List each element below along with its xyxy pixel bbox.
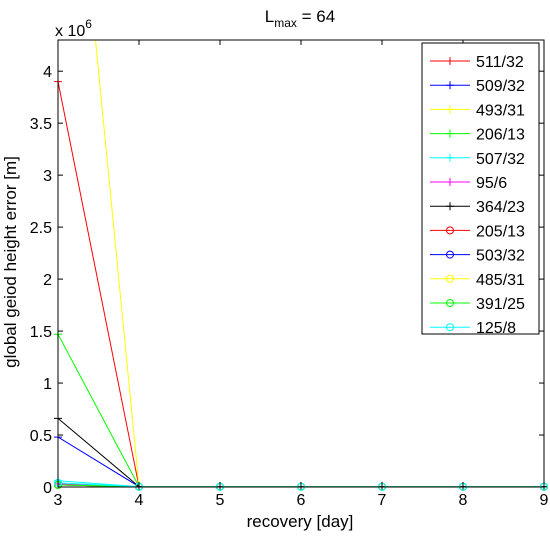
legend-item: 503/32 [430, 248, 525, 265]
legend-marker [446, 323, 454, 332]
legend-label: 507/32 [476, 151, 525, 168]
legend-item: 364/23 [430, 199, 525, 216]
legend-label: 205/13 [476, 223, 525, 240]
legend-items: 511/32 509/32 493/31 206/13 507/32 95/6 364/23… [430, 54, 525, 337]
legend-label: 493/31 [476, 102, 525, 119]
y-axis-multiplier: x 106 [55, 17, 92, 40]
legend-item: 511/32 [430, 54, 524, 71]
legend-marker [446, 226, 454, 235]
legend-label: 206/13 [476, 127, 525, 144]
legend-marker [446, 81, 454, 90]
legend-item: 205/13 [430, 223, 525, 240]
y-tick-label: 1.5 [30, 324, 52, 341]
legend-label: 391/25 [476, 296, 525, 313]
x-axis-label: recovery [day] [247, 512, 354, 531]
chart-title: Lmax = 64 [265, 7, 335, 30]
legend-label: 503/32 [476, 248, 525, 265]
legend-marker [446, 274, 454, 283]
legend-item: 485/31 [430, 272, 525, 289]
y-axis-multiplier-exponent: 6 [85, 17, 92, 31]
legend-marker [446, 129, 454, 138]
x-tick-label: 4 [135, 492, 144, 509]
legend-marker [446, 178, 454, 186]
legend-label: 364/23 [476, 199, 525, 216]
x-tick-label: 7 [378, 492, 387, 509]
legend-marker [446, 153, 454, 162]
y-tick-label: 3.5 [30, 116, 52, 133]
y-tick-label: 2 [43, 272, 52, 289]
legend-label: 95/6 [476, 175, 507, 192]
chart-title-subscript: max [274, 16, 297, 30]
y-tick-label: 4 [43, 64, 52, 81]
y-tick-label: 3 [43, 168, 52, 185]
legend-marker [446, 202, 454, 211]
legend-label: 509/32 [476, 78, 525, 95]
legend-box [421, 42, 540, 335]
chart-title-rest: = 64 [297, 7, 335, 26]
y-tick-label: 0.5 [30, 428, 52, 445]
y-axis-label: global geiod height error [m] [1, 156, 20, 368]
chart-title-main: L [265, 7, 274, 26]
x-tick-label: 6 [297, 492, 306, 509]
y-tick-label: 0 [43, 480, 52, 497]
y-axis-multiplier-base: x 10 [55, 23, 85, 40]
legend-item: 206/13 [430, 127, 525, 144]
legend-label: 125/8 [476, 320, 516, 337]
x-tick-label: 9 [540, 492, 549, 509]
legend-marker [446, 57, 454, 65]
legend: 511/32 509/32 493/31 206/13 507/32 95/6 364/23… [421, 42, 540, 337]
legend-item: 493/31 [430, 102, 525, 119]
legend-marker [446, 250, 454, 259]
legend-label: 511/32 [476, 54, 524, 71]
legend-item: 95/6 [430, 175, 507, 192]
legend-marker [446, 299, 454, 307]
y-tick-label: 1 [43, 376, 52, 393]
legend-item: 391/25 [430, 296, 525, 313]
x-tick-label: 5 [216, 492, 225, 509]
legend-item: 507/32 [430, 151, 525, 168]
legend-item: 509/32 [430, 78, 525, 95]
x-tick-label: 3 [54, 492, 63, 509]
x-tick-label: 8 [459, 492, 468, 509]
legend-item: 125/8 [430, 320, 516, 337]
legend-marker [446, 105, 454, 114]
y-tick-label: 2.5 [30, 220, 52, 237]
legend-label: 485/31 [476, 272, 525, 289]
